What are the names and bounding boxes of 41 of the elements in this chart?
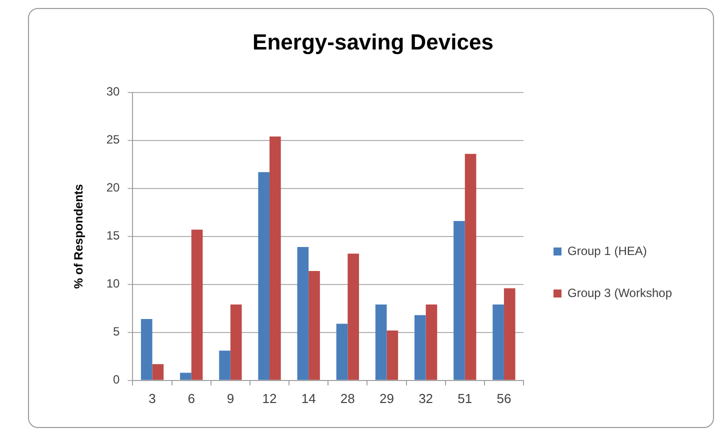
chart-title: Energy-saving Devices [252, 29, 494, 54]
y-tick-label: 5 [113, 324, 120, 339]
bar [219, 350, 230, 380]
x-tick-label: 56 [496, 390, 512, 406]
bar [140, 318, 152, 380]
bar [152, 364, 164, 380]
x-tick-label: 51 [458, 390, 472, 406]
bar [348, 254, 359, 380]
x-tick-label: 3 [148, 390, 156, 406]
bar [492, 304, 504, 380]
x-tick-label: 14 [301, 390, 316, 406]
y-tick-label: 30 [106, 84, 120, 99]
x-tick-label: 32 [418, 390, 434, 406]
bar [414, 315, 426, 380]
bar [180, 372, 192, 380]
y-tick-label: 25 [106, 132, 120, 147]
y-axis-title: % of Respondents [72, 184, 86, 289]
legend-label: Group 3 (Workshop [568, 286, 672, 300]
x-tick-label: 6 [188, 390, 195, 406]
legend-label: Group 1 (HEA) [568, 244, 647, 258]
bar [386, 330, 398, 380]
bar [270, 136, 281, 380]
y-tick-label: 15 [106, 228, 120, 243]
bar [375, 304, 387, 380]
bar [464, 154, 476, 380]
x-tick-label: 12 [262, 390, 277, 406]
x-tick-label: 28 [340, 390, 355, 406]
x-tick-label: 29 [380, 390, 394, 406]
bar [308, 270, 320, 380]
bar [426, 304, 438, 380]
x-tick-label: 9 [226, 390, 234, 406]
bar [504, 288, 516, 380]
bar [454, 221, 465, 380]
y-tick-label: 0 [113, 372, 120, 387]
bar [297, 246, 309, 380]
bar [191, 230, 203, 380]
bar [258, 172, 270, 380]
y-tick-label: 20 [106, 180, 120, 195]
bar [336, 324, 348, 380]
y-tick-label: 10 [106, 276, 120, 291]
bar [230, 304, 242, 380]
